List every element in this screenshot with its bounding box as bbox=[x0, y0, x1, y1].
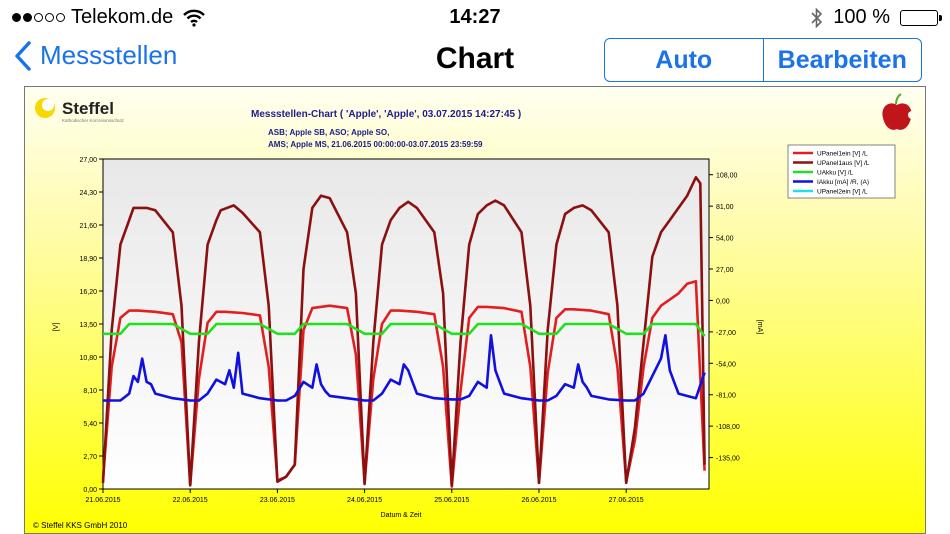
chevron-left-icon bbox=[15, 40, 31, 71]
auto-button[interactable]: Auto bbox=[655, 45, 713, 74]
legend-entry: IAkku [mA] /R, (A) bbox=[817, 179, 869, 186]
y2-tick-label: 54,00 bbox=[716, 236, 734, 243]
battery-percent: 100 % bbox=[833, 6, 890, 28]
series-line-2 bbox=[103, 322, 706, 337]
steffel-logo: Steffel Kathodischer Korrosionsschutz bbox=[35, 98, 125, 123]
logo-text: Steffel bbox=[62, 99, 114, 118]
y2-tick-label: -54,00 bbox=[716, 361, 736, 368]
y2-tick-label: -108,00 bbox=[716, 424, 740, 431]
logo-subtext: Kathodischer Korrosionsschutz bbox=[62, 118, 125, 123]
y2-tick-label: 81,00 bbox=[716, 204, 734, 211]
left-axis: 0,00 2,70 5,40 8,10 10,80 13,50 16,20 18,90 21,6… bbox=[79, 157, 103, 494]
carrier-name: Telekom.de bbox=[71, 6, 174, 28]
chart-subtitle-line-2: AMS; Apple MS, 21.06.2015 00:00:00-03.07… bbox=[268, 140, 483, 149]
battery-icon bbox=[900, 9, 942, 26]
series-layer bbox=[101, 176, 706, 488]
y2-tick-label: -27,00 bbox=[716, 330, 736, 337]
y2-tick-label: 27,00 bbox=[716, 267, 734, 274]
copyright: © Steffel KKS GmbH 2010 bbox=[33, 521, 128, 530]
y-tick-label: 24,30 bbox=[79, 190, 97, 197]
legend-entry: UPanel2ein [V] /L bbox=[817, 189, 868, 196]
y-tick-label: 10,80 bbox=[79, 355, 97, 362]
legend-entry: UPanel1aus [V] /L bbox=[817, 160, 870, 167]
x-tick-label: 23.06.2015 bbox=[260, 497, 295, 504]
edit-button[interactable]: Bearbeiten bbox=[762, 39, 922, 81]
x-tick-label: 22.06.2015 bbox=[173, 497, 208, 504]
y-tick-label: 13,50 bbox=[79, 322, 97, 329]
bluetooth-icon bbox=[811, 7, 823, 28]
x-tick-label: 21.06.2015 bbox=[85, 497, 120, 504]
y-tick-label: 21,60 bbox=[79, 223, 97, 230]
chart-image: Steffel Kathodischer Korrosionsschutz Me… bbox=[24, 86, 926, 534]
series-line-1 bbox=[101, 176, 706, 487]
right-axis: -135,00 -108,00 -81,00 -54,00 -27,00 0,00 27,0… bbox=[709, 173, 740, 463]
y2-tick-label: -81,00 bbox=[716, 393, 736, 400]
page-title: Chart bbox=[435, 42, 515, 75]
y2-tick-label: 108,00 bbox=[716, 173, 738, 180]
back-button[interactable]: Messstellen bbox=[14, 40, 177, 71]
segmented-control: Auto Bearbeiten bbox=[604, 38, 922, 82]
chart-title: Messstellen-Chart ( 'Apple', 'Apple', 03… bbox=[251, 109, 521, 120]
legend: UPanel1ein [V] /L UPanel1aus [V] /L UAkku … bbox=[787, 144, 896, 199]
y-tick-label: 16,20 bbox=[79, 289, 97, 296]
y2-axis-label: [mA] bbox=[756, 320, 763, 334]
y-axis-label: [V] bbox=[53, 323, 60, 332]
x-tick-label: 25.06.2015 bbox=[434, 497, 469, 504]
chart-svg: Steffel Kathodischer Korrosionsschutz Me… bbox=[33, 93, 916, 530]
x-axis-label: Datum & Zeit bbox=[381, 512, 422, 519]
legend-entry: UPanel1ein [V] /L bbox=[817, 151, 868, 158]
y-tick-label: 2,70 bbox=[83, 454, 97, 461]
apple-icon bbox=[882, 93, 916, 130]
series-line-3 bbox=[103, 334, 706, 402]
clock: 14:27 bbox=[449, 6, 501, 28]
y-tick-label: 27,00 bbox=[79, 157, 97, 164]
x-tick-label: 26.06.2015 bbox=[521, 497, 556, 504]
y-tick-label: 0,00 bbox=[83, 487, 97, 494]
series-line-0 bbox=[101, 279, 706, 488]
carrier: Telekom.de bbox=[12, 6, 206, 29]
status-bar: Telekom.de 14:27 100 % bbox=[0, 0, 950, 36]
signal-strength-icon bbox=[12, 13, 65, 22]
y-tick-label: 8,10 bbox=[83, 388, 97, 395]
x-tick-label: 24.06.2015 bbox=[347, 497, 382, 504]
wifi-icon bbox=[183, 9, 206, 27]
navigation-bar: Messstellen Chart Auto Bearbeiten bbox=[0, 36, 950, 84]
x-axis: 21.06.2015 22.06.2015 23.06.2015 24.06.2015… bbox=[85, 489, 644, 504]
y-tick-label: 18,90 bbox=[79, 256, 97, 263]
y2-tick-label: -135,00 bbox=[716, 456, 740, 463]
x-tick-label: 27.06.2015 bbox=[609, 497, 644, 504]
y2-tick-label: 0,00 bbox=[716, 298, 730, 305]
chart-subtitle-line-1: ASB; Apple SB, ASO; Apple SO, bbox=[268, 128, 389, 137]
y-tick-label: 5,40 bbox=[83, 421, 97, 428]
back-label: Messstellen bbox=[40, 40, 178, 70]
legend-entry: UAkku [V] /L bbox=[817, 170, 854, 177]
